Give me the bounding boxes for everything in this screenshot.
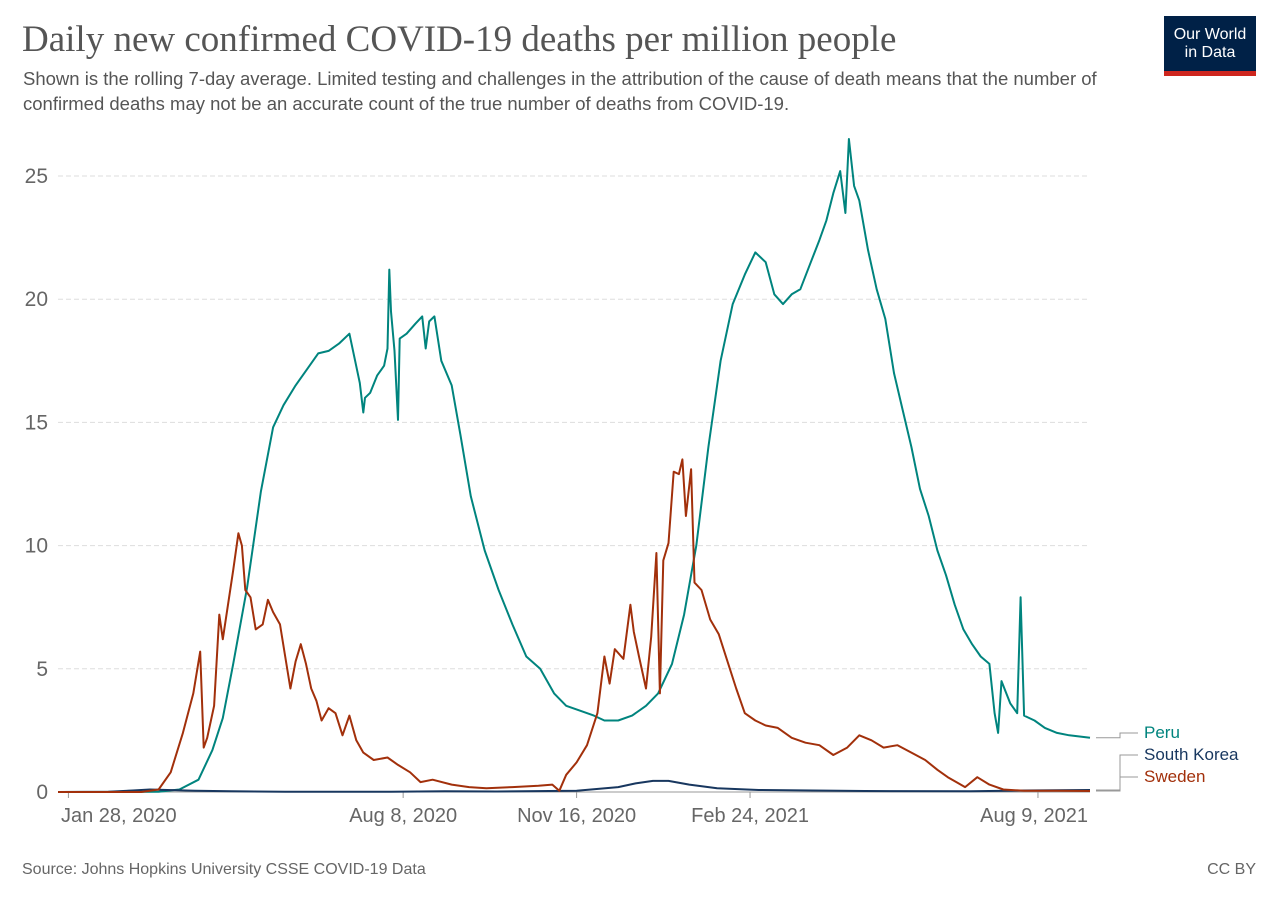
- license-link[interactable]: CC BY: [1207, 861, 1256, 878]
- label-connector: [1096, 776, 1138, 792]
- our-world-in-data-logo[interactable]: Our World in Data: [1164, 16, 1256, 76]
- label-connector: [1096, 754, 1138, 791]
- series-lines: [57, 138, 1091, 793]
- y-tick-label: 20: [25, 288, 48, 311]
- y-tick-label: 5: [36, 658, 48, 681]
- peru-line[interactable]: [57, 138, 1091, 793]
- label-south-korea[interactable]: South Korea: [1144, 745, 1239, 764]
- sweden-line[interactable]: [58, 458, 1091, 793]
- series-end-labels: Peru South Korea Sweden: [1096, 723, 1239, 792]
- y-tick-label: 0: [36, 781, 48, 804]
- south-korea-line[interactable]: [57, 779, 1091, 793]
- y-axis-tick-labels: 0 5 10 15 20 25: [25, 165, 48, 804]
- x-tick-label: Aug 8, 2020: [349, 805, 457, 827]
- x-axis: Jan 28, 2020 Aug 8, 2020 Nov 16, 2020 Feb 2…: [58, 791, 1090, 827]
- y-tick-label: 15: [25, 411, 48, 434]
- source-note[interactable]: Source: Johns Hopkins University CSSE CO…: [22, 861, 426, 878]
- line-chart: 0 5 10 15 20 25 Jan 28, 2020 Aug 8, 2020 Nov 16…: [25, 138, 1239, 827]
- label-sweden[interactable]: Sweden: [1144, 767, 1205, 786]
- x-tick-label: Jan 28, 2020: [61, 805, 177, 827]
- label-peru[interactable]: Peru: [1144, 723, 1180, 742]
- logo-line-2: in Data: [1184, 44, 1236, 61]
- label-connector: [1096, 732, 1138, 739]
- logo-line-1: Our World: [1173, 26, 1247, 43]
- x-tick-label: Feb 24, 2021: [691, 805, 809, 827]
- x-tick-label: Aug 9, 2021: [980, 805, 1088, 827]
- chart-title: Daily new confirmed COVID-19 deaths per …: [22, 19, 897, 60]
- y-tick-label: 25: [25, 165, 48, 188]
- y-tick-label: 10: [25, 535, 48, 558]
- chart-subtitle: Shown is the rolling 7-day average. Limi…: [23, 68, 1097, 114]
- gridlines: [58, 175, 1090, 670]
- x-tick-label: Nov 16, 2020: [517, 805, 636, 827]
